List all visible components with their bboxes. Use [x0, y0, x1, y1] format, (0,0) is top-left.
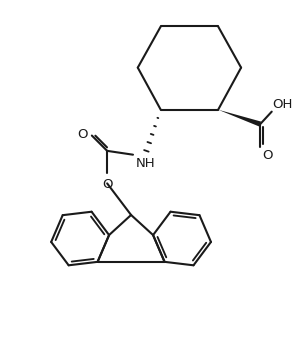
Text: O: O	[102, 178, 112, 191]
Text: O: O	[262, 149, 273, 162]
Polygon shape	[218, 110, 261, 126]
Text: OH: OH	[273, 98, 293, 111]
Text: NH: NH	[136, 157, 155, 170]
Text: O: O	[77, 128, 88, 141]
